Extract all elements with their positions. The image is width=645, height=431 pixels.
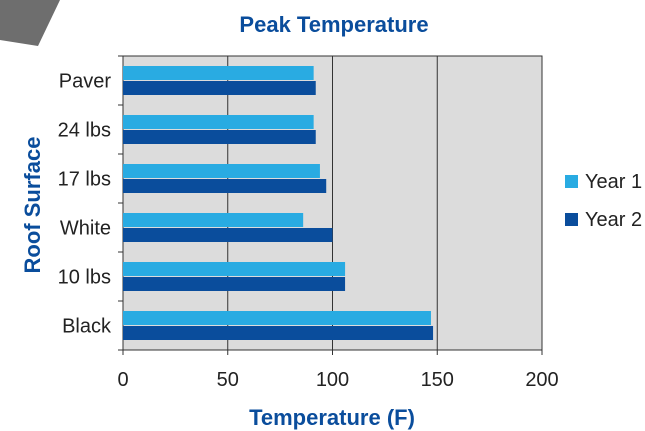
x-tick-label: 50 — [217, 369, 239, 391]
y-tick-label: Paver — [59, 71, 112, 93]
corner-decoration — [0, 0, 60, 46]
legend-swatch — [565, 175, 578, 188]
legend-swatch — [565, 213, 578, 226]
bar-year-1 — [123, 164, 320, 178]
bar-year-1 — [123, 66, 314, 80]
y-axis-title: Roof Surface — [20, 137, 45, 274]
y-tick-label: White — [60, 218, 111, 240]
bar-year-1 — [123, 262, 346, 276]
x-tick-label: 100 — [316, 369, 349, 391]
bar-year-2 — [123, 277, 346, 291]
x-tick-label: 200 — [525, 369, 558, 391]
y-tick-label: 17 lbs — [58, 169, 111, 191]
y-tick-label: 10 lbs — [58, 267, 111, 289]
legend-label: Year 1 — [585, 171, 642, 193]
bar-year-1 — [123, 213, 304, 227]
y-tick-label: 24 lbs — [58, 120, 111, 142]
plot-area: 0 50 100 150 200 Paver 24 lbs 17 lbs White 10 lbs… — [58, 55, 559, 391]
x-tick-label: 150 — [421, 369, 454, 391]
bar-year-2 — [123, 81, 316, 95]
bar-year-2 — [123, 130, 316, 144]
bar-year-2 — [123, 228, 333, 242]
bar-year-1 — [123, 115, 314, 129]
chart-legend: Year 1 Year 2 — [565, 171, 642, 231]
y-tick-label: Black — [62, 316, 112, 338]
x-tick-label: 0 — [117, 369, 128, 391]
legend-label: Year 2 — [585, 209, 642, 231]
chart-title: Peak Temperature — [239, 12, 428, 37]
bar-year-1 — [123, 311, 431, 325]
x-axis-title: Temperature (F) — [249, 405, 415, 430]
bar-year-2 — [123, 179, 327, 193]
bar-year-2 — [123, 326, 434, 340]
